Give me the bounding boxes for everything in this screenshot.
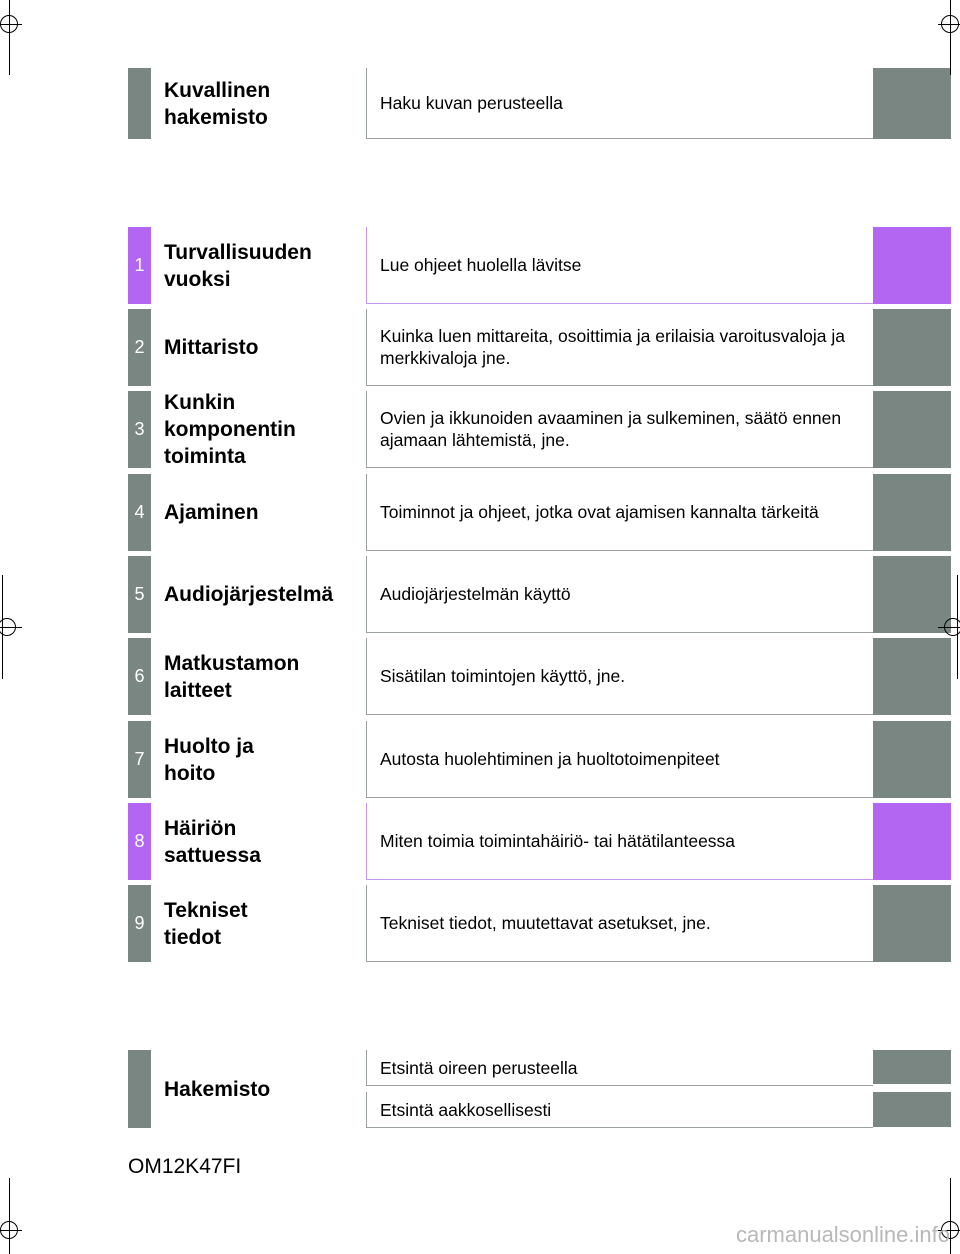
chapter-description-text: Sisätilan toimintojen käyttö, jne. xyxy=(380,666,626,686)
index-item-symptom[interactable]: Etsintä oireen perusteella xyxy=(0,1050,960,1086)
crop-mark-mid-right xyxy=(930,575,960,679)
index-tab-alphabetical[interactable] xyxy=(873,1092,951,1127)
chapter-title: Kunkin komponentin toiminta xyxy=(164,391,296,468)
manual-code: OM12K47FI xyxy=(128,1155,242,1178)
chapter-number: 2 xyxy=(128,309,151,386)
chapter-tab-3[interactable] xyxy=(873,391,951,468)
crop-mark-top-left xyxy=(0,0,30,75)
index-item-label: Etsintä oireen perusteella xyxy=(366,1050,873,1086)
crop-mark-bottom-left xyxy=(0,1178,30,1254)
chapter-tab-6[interactable] xyxy=(873,638,951,715)
section-title: Hakemisto xyxy=(164,1077,271,1101)
chapter-description: Lue ohjeet huolella lävitse xyxy=(366,227,873,304)
chapter-number: 3 xyxy=(128,391,151,468)
picture-index-section[interactable]: Kuvallinen hakemisto Haku kuvan perustee… xyxy=(0,68,960,139)
chapter-title: Ajaminen xyxy=(164,501,259,524)
chapter-number: 4 xyxy=(128,474,151,551)
chapter-title: Mittaristo xyxy=(164,336,259,359)
chapter-description: Audiojärjestelmän käyttö xyxy=(366,556,873,633)
chapter-description-text: Lue ohjeet huolella lävitse xyxy=(380,255,582,275)
chapter-description-text: Audiojärjestelmän käyttö xyxy=(380,584,571,604)
chapter-row-4[interactable]: 4 Ajaminen Toiminnot ja ohjeet, jotka ovat… xyxy=(0,474,960,551)
chapter-title: Huolto ja hoito xyxy=(164,734,254,785)
chapter-title: Tekniset tiedot xyxy=(164,898,248,949)
chapter-description-text: Toiminnot ja ohjeet, jotka ovat ajamisen… xyxy=(380,502,819,522)
chapter-description-text: Miten toimia toimintahäiriö- tai hätätil… xyxy=(380,831,736,851)
watermark: carmanualsonline.info xyxy=(735,1222,950,1247)
chapter-title: Audiojärjestelmä xyxy=(164,583,334,606)
section-bar xyxy=(128,1050,151,1128)
chapter-description-text: Autosta huolehtiminen ja huoltotoimenpit… xyxy=(380,749,720,769)
chapter-description: Kuinka luen mittareita, osoittimia ja er… xyxy=(366,309,873,386)
chapter-description: Miten toimia toimintahäiriö- tai hätätil… xyxy=(366,803,873,880)
chapter-description-text: Tekniset tiedot, muutettavat asetukset, … xyxy=(380,913,711,933)
chapter-tab-9[interactable] xyxy=(873,885,951,962)
chapter-row-7[interactable]: 7 Huolto ja hoito Autosta huolehtiminen ja… xyxy=(0,721,960,798)
index-tab-symptom[interactable] xyxy=(873,1050,951,1084)
chapter-number: 8 xyxy=(128,803,151,880)
crop-mark-mid-left xyxy=(0,575,30,679)
chapter-number: 6 xyxy=(128,638,151,715)
index-item-text: Etsintä aakkosellisesti xyxy=(380,1099,552,1120)
chapter-number: 9 xyxy=(128,885,151,962)
chapter-description: Tekniset tiedot, muutettavat asetukset, … xyxy=(366,885,873,962)
chapter-title: Häiriön sattuessa xyxy=(164,816,261,867)
chapter-tab-4[interactable] xyxy=(873,474,951,551)
section-tab[interactable] xyxy=(873,68,951,139)
chapter-row-8[interactable]: 8 Häiriön sattuessa Miten toimia toimintah… xyxy=(0,803,960,880)
chapter-description-text: Ovien ja ikkunoiden avaaminen ja sulkemi… xyxy=(380,408,842,450)
index-item-text: Etsintä oireen perusteella xyxy=(380,1057,578,1078)
chapter-tab-8[interactable] xyxy=(873,803,951,880)
chapter-title: Turvallisuuden vuoksi xyxy=(164,240,312,291)
chapter-description: Toiminnot ja ohjeet, jotka ovat ajamisen… xyxy=(366,474,873,551)
chapter-row-6[interactable]: 6 Matkustamon laitteet Sisätilan toimintoj… xyxy=(0,638,960,715)
chapter-tab-7[interactable] xyxy=(873,721,951,798)
index-item-alphabetical[interactable]: Etsintä aakkosellisesti xyxy=(0,1092,960,1128)
section-bar xyxy=(128,68,151,139)
chapter-row-3[interactable]: 3 Kunkin komponentin toiminta Ovien ja ikk… xyxy=(0,391,960,468)
chapter-description: Ovien ja ikkunoiden avaaminen ja sulkemi… xyxy=(366,391,873,468)
crop-mark-bottom-right xyxy=(930,1178,960,1254)
chapter-row-1[interactable]: 1 Turvallisuuden vuoksi Lue ohjeet huolell… xyxy=(0,227,960,304)
chapter-tab-5[interactable] xyxy=(873,556,951,633)
chapter-description: Autosta huolehtiminen ja huoltotoimenpit… xyxy=(366,721,873,798)
section-description-text: Haku kuvan perusteella xyxy=(380,93,563,113)
chapter-description-text: Kuinka luen mittareita, osoittimia ja er… xyxy=(380,326,845,368)
section-description: Haku kuvan perusteella xyxy=(366,68,873,139)
chapter-description: Sisätilan toimintojen käyttö, jne. xyxy=(366,638,873,715)
chapter-title: Matkustamon laitteet xyxy=(164,651,300,702)
chapter-row-2[interactable]: 2 Mittaristo Kuinka luen mittareita, osoit… xyxy=(0,309,960,386)
index-item-label: Etsintä aakkosellisesti xyxy=(366,1092,873,1128)
chapter-number: 7 xyxy=(128,721,151,798)
chapter-number: 5 xyxy=(128,556,151,633)
section-title: Kuvallinen hakemisto xyxy=(164,78,271,129)
chapter-tab-2[interactable] xyxy=(873,309,951,386)
crop-mark-top-right xyxy=(930,0,960,75)
chapter-tab-1[interactable] xyxy=(873,227,951,304)
chapter-row-9[interactable]: 9 Tekniset tiedot Tekniset tiedot, muutett… xyxy=(0,885,960,962)
index-section[interactable]: Hakemisto xyxy=(0,1050,960,1128)
chapter-row-5[interactable]: 5 Audiojärjestelmä Audiojärjestelmän käytt… xyxy=(0,556,960,633)
chapter-number: 1 xyxy=(128,227,151,304)
